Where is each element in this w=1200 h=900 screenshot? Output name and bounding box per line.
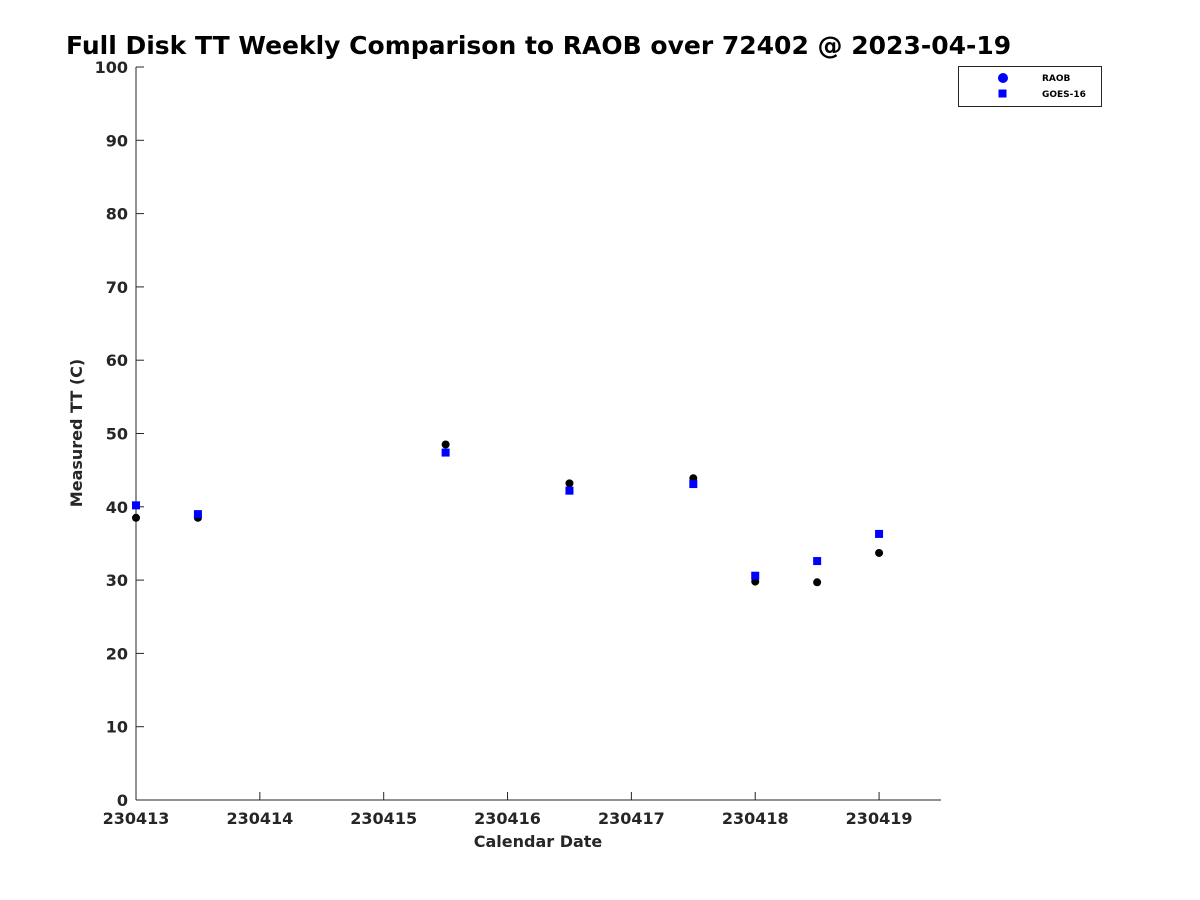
raob-point [565,479,574,488]
chart-title: Full Disk TT Weekly Comparison to RAOB o… [66,31,1011,60]
legend-goes-16-label: GOES-16 [1042,90,1086,100]
goes-16-point [813,557,822,566]
x-tick-label: 230416 [474,809,541,828]
x-tick-label: 230419 [846,809,913,828]
legend-goes-16-marker [998,89,1007,98]
y-tick-label: 70 [106,278,128,297]
y-tick-label: 80 [106,205,128,224]
goes-16-point [565,486,574,495]
goes-16-point [132,501,140,510]
goes-16-point [441,448,450,457]
goes-16-point [751,571,760,580]
y-tick-label: 90 [106,131,128,150]
y-tick-label: 50 [106,425,128,444]
y-tick-label: 0 [117,791,128,810]
legend: RAOB GOES-16 [958,66,1102,107]
y-tick-label: 10 [106,718,128,737]
x-tick-label: 230418 [722,809,789,828]
x-tick-label: 230414 [226,809,293,828]
legend-raob-label: RAOB [1042,74,1071,84]
goes-16-point [875,529,884,538]
raob-point [875,548,884,557]
y-axis-label: Measured TT (C) [67,359,86,507]
legend-box [958,66,1102,107]
y-tick-label: 40 [106,498,128,517]
y-tick-label: 30 [106,571,128,590]
plot-area: 230413 230414 230415 230416 230417 230418 2304… [95,58,941,828]
x-tick-label: 230417 [598,809,665,828]
x-tick-label: 230415 [350,809,417,828]
goes-16-point [689,480,698,489]
x-tick-label: 230413 [103,809,170,828]
y-tick-label: 20 [106,644,128,663]
legend-raob-marker [998,73,1008,83]
raob-point [132,513,140,522]
raob-point [441,440,450,449]
x-ticks: 230413 230414 230415 230416 230417 230418 2304… [103,792,913,828]
y-ticks: 0 10 20 30 40 50 60 70 80 90 100 [95,58,144,810]
series-goes-16 [132,448,884,580]
goes-16-point [193,510,202,519]
y-tick-label: 60 [106,351,128,370]
raob-point [813,578,822,587]
x-axis-label: Calendar Date [474,832,603,851]
y-tick-label: 100 [95,58,128,77]
series-raob [132,440,884,587]
